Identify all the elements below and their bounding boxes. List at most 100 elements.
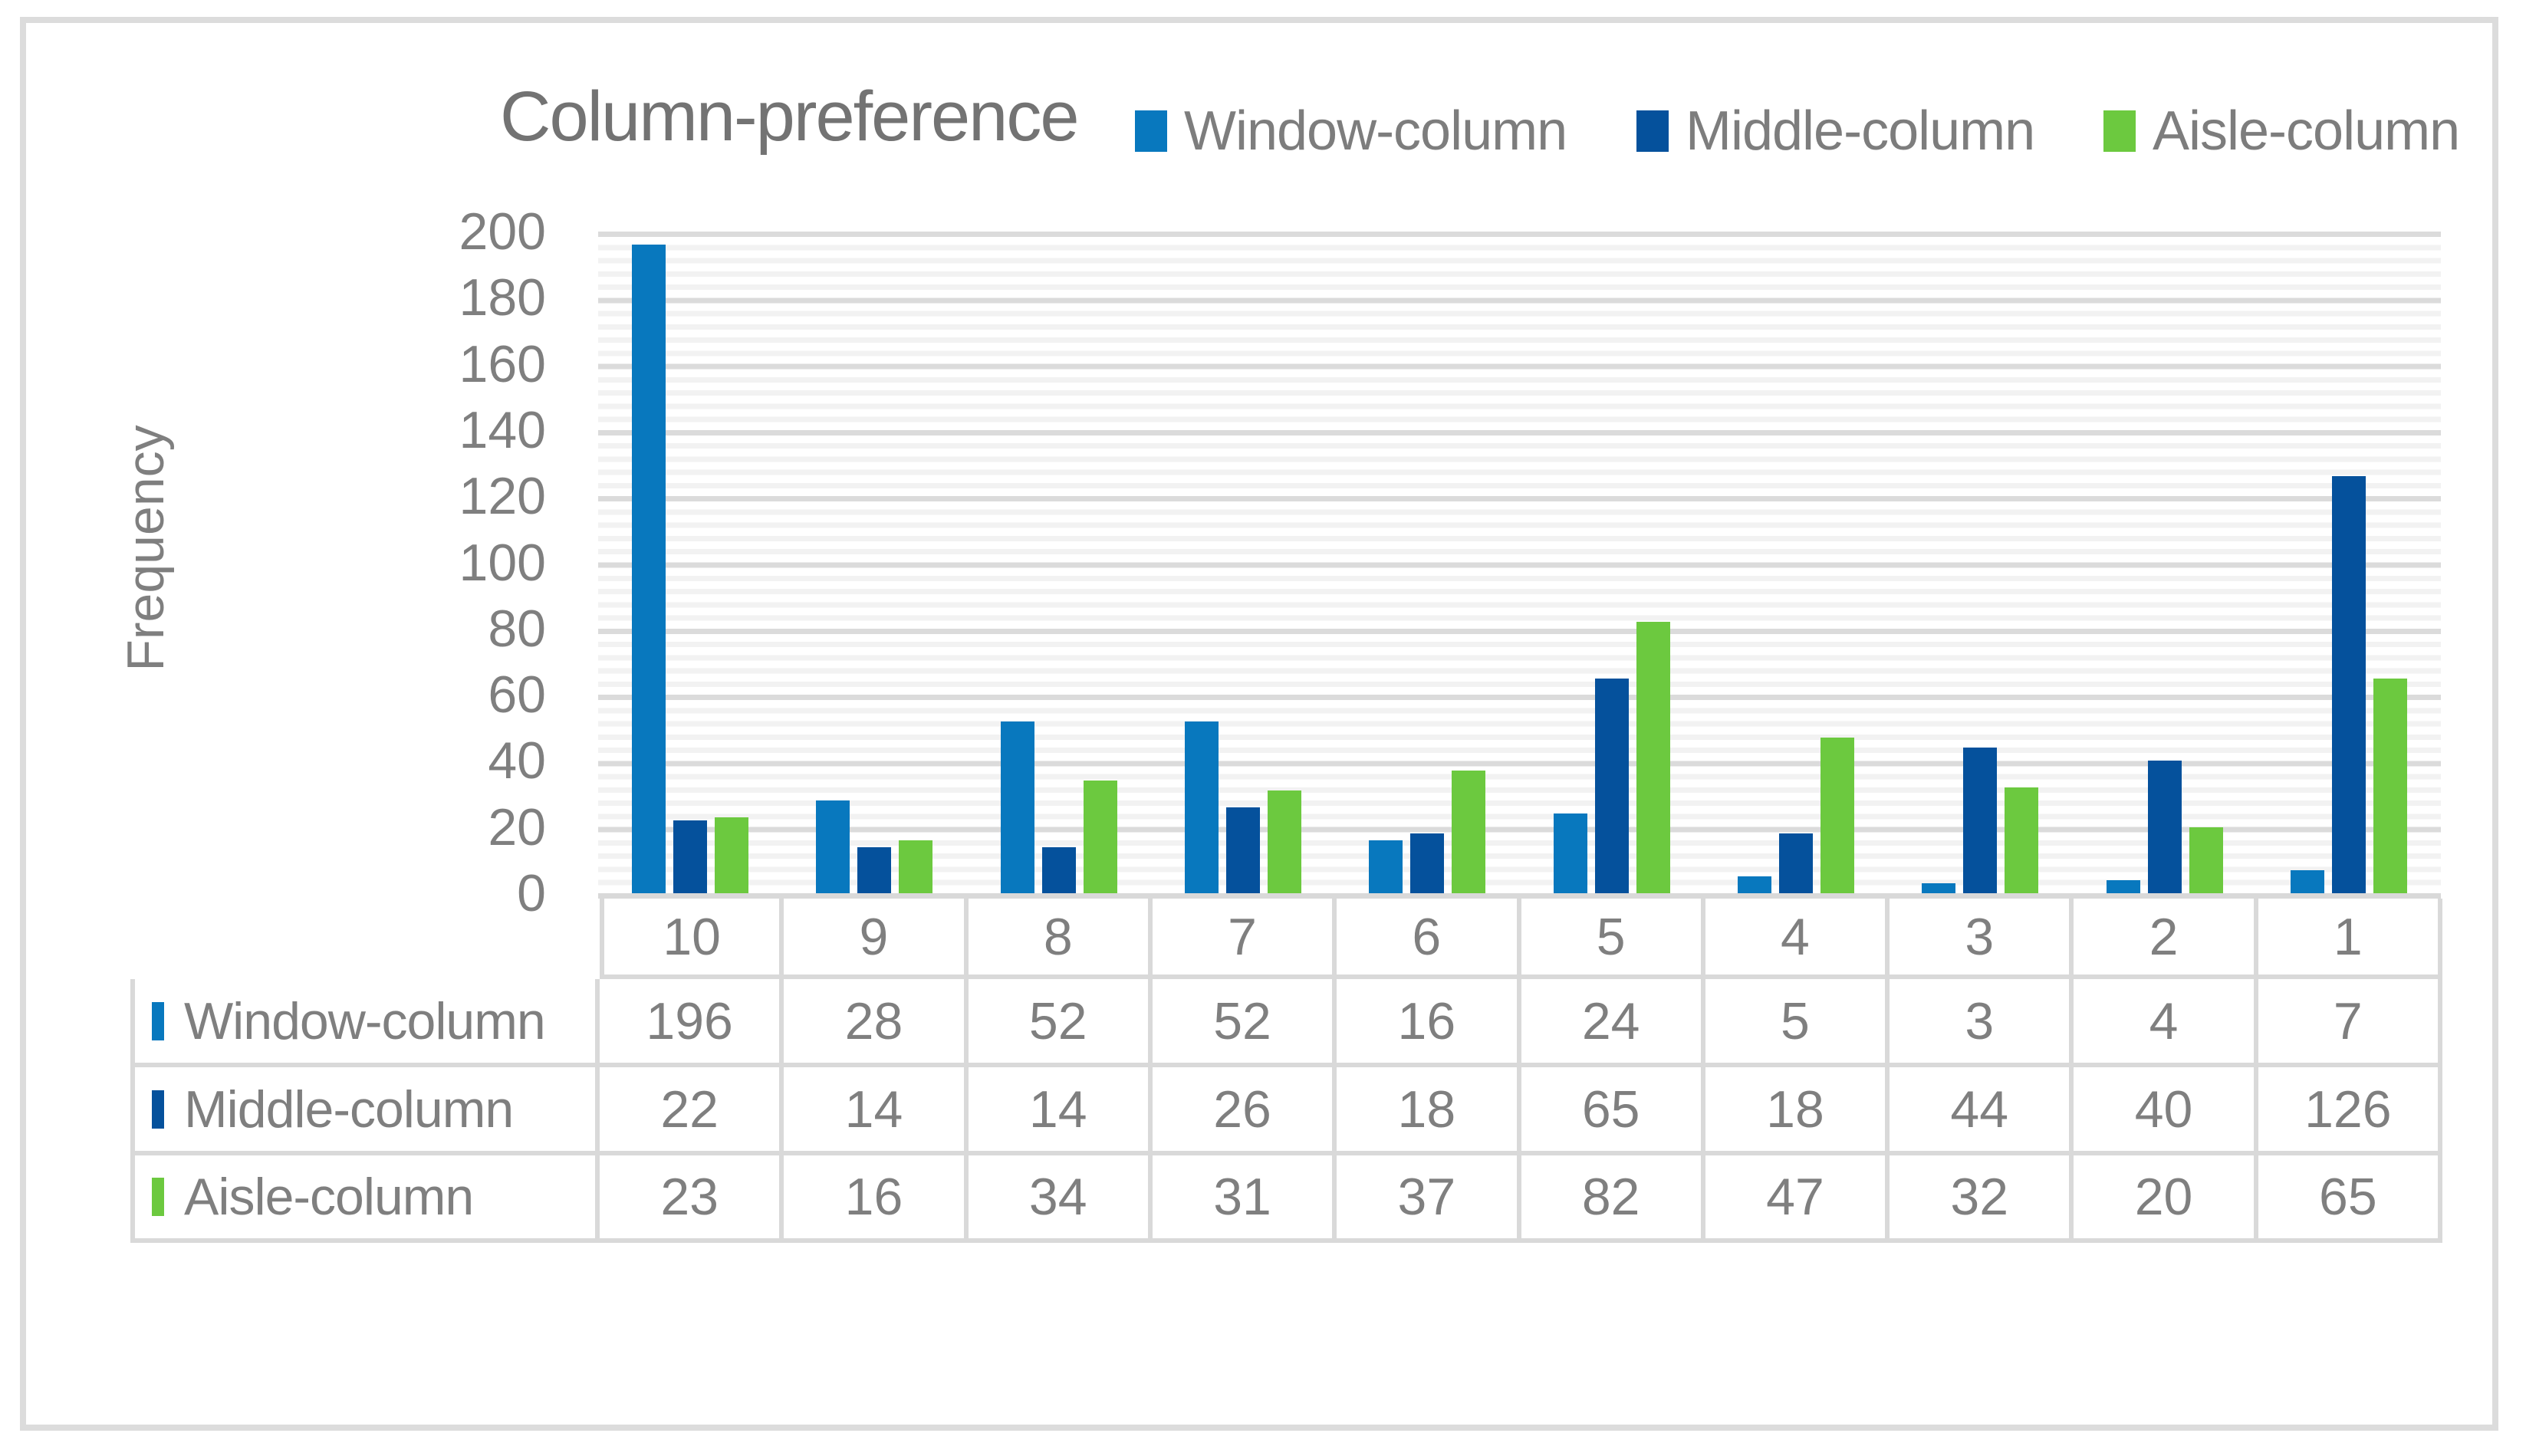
bar-series-container: [598, 232, 2441, 893]
legend-item-aisle-column: Aisle-column: [2103, 100, 2460, 162]
bar-window-column-cat5: [1553, 813, 1587, 893]
table-value-window-column-cat3: 3: [1890, 979, 2074, 1067]
y-tick-label: 60: [488, 666, 546, 725]
y-axis-title: Frequency: [117, 425, 175, 672]
bar-window-column-cat9: [816, 800, 850, 893]
bar-middle-column-cat2: [2147, 761, 2182, 893]
y-tick-label: 80: [488, 599, 546, 658]
bar-group-7: [1151, 232, 1335, 893]
data-table: 10 9 8 7 6 5 4 3 2 1 Window-column 196 28 52 52 16 24 5 3 4…: [130, 899, 2442, 1243]
table-value-aisle-column-cat4: 47: [1705, 1155, 1890, 1243]
table-value-middle-column-cat9: 14: [784, 1067, 969, 1155]
bar-window-column-cat3: [1922, 883, 1956, 893]
bar-aisle-column-cat6: [1452, 771, 1486, 893]
table-value-aisle-column-cat1: 65: [2258, 1155, 2442, 1243]
table-value-aisle-column-cat10: 23: [600, 1155, 784, 1243]
bar-group-8: [967, 232, 1151, 893]
category-header-5: 5: [1521, 899, 1705, 979]
table-value-middle-column-cat5: 65: [1521, 1067, 1705, 1155]
table-value-aisle-column-cat6: 37: [1337, 1155, 1521, 1243]
table-corner-cell: [130, 899, 600, 979]
y-tick-label: 200: [459, 202, 546, 261]
bar-group-5: [1519, 232, 1703, 893]
y-tick-label: 180: [459, 268, 546, 327]
bar-aisle-column-cat5: [1636, 622, 1670, 893]
bar-middle-column-cat8: [1041, 847, 1076, 893]
table-key-swatch-icon: [152, 1178, 164, 1216]
table-row-label-text: Aisle-column: [184, 1168, 474, 1226]
legend-swatch-icon: [1135, 110, 1167, 152]
legend-swatch-icon: [2103, 110, 2136, 152]
bar-group-3: [1888, 232, 2072, 893]
bar-middle-column-cat9: [857, 847, 892, 893]
table-value-window-column-cat7: 52: [1152, 979, 1337, 1067]
legend-label: Aisle-column: [2153, 100, 2460, 162]
bar-group-10: [598, 232, 782, 893]
bar-aisle-column-cat2: [2189, 827, 2223, 893]
table-value-window-column-cat2: 4: [2074, 979, 2258, 1067]
bar-aisle-column-cat9: [899, 840, 933, 893]
bar-middle-column-cat6: [1410, 833, 1445, 893]
table-value-window-column-cat4: 5: [1705, 979, 1890, 1067]
table-value-window-column-cat9: 28: [784, 979, 969, 1067]
table-value-window-column-cat5: 24: [1521, 979, 1705, 1067]
table-row-label-text: Middle-column: [184, 1080, 514, 1139]
table-value-window-column-cat8: 52: [968, 979, 1153, 1067]
bar-group-2: [2072, 232, 2256, 893]
bar-window-column-cat8: [1000, 721, 1034, 893]
table-value-middle-column-cat1: 126: [2258, 1067, 2442, 1155]
y-tick-label: 120: [459, 467, 546, 526]
bar-aisle-column-cat8: [1083, 781, 1117, 893]
table-value-middle-column-cat10: 22: [600, 1067, 784, 1155]
legend-swatch-icon: [1636, 110, 1669, 152]
table-value-aisle-column-cat2: 20: [2074, 1155, 2258, 1243]
bar-middle-column-cat4: [1778, 833, 1813, 893]
bar-group-4: [1704, 232, 1888, 893]
category-header-9: 9: [784, 899, 969, 979]
table-value-aisle-column-cat9: 16: [784, 1155, 969, 1243]
bar-middle-column-cat3: [1963, 748, 1998, 893]
table-key-swatch-icon: [152, 1090, 164, 1129]
table-value-middle-column-cat3: 44: [1890, 1067, 2074, 1155]
bar-window-column-cat1: [2290, 870, 2324, 893]
category-header-6: 6: [1337, 899, 1521, 979]
table-value-aisle-column-cat8: 34: [968, 1155, 1153, 1243]
category-header-7: 7: [1152, 899, 1337, 979]
legend-item-middle-column: Middle-column: [1636, 100, 2035, 162]
bar-window-column-cat7: [1185, 721, 1219, 893]
table-value-window-column-cat1: 7: [2258, 979, 2442, 1067]
table-value-middle-column-cat6: 18: [1337, 1067, 1521, 1155]
bar-window-column-cat6: [1369, 840, 1403, 893]
bar-middle-column-cat1: [2331, 476, 2366, 893]
category-header-10: 10: [600, 899, 784, 979]
table-value-aisle-column-cat5: 82: [1521, 1155, 1705, 1243]
table-row-label-aisle-column: Aisle-column: [130, 1155, 600, 1243]
category-header-8: 8: [968, 899, 1153, 979]
table-value-aisle-column-cat3: 32: [1890, 1155, 2074, 1243]
table-value-middle-column-cat4: 18: [1705, 1067, 1890, 1155]
table-value-aisle-column-cat7: 31: [1152, 1155, 1337, 1243]
category-header-1: 1: [2258, 899, 2442, 979]
y-tick-label: 40: [488, 731, 546, 790]
table-value-middle-column-cat2: 40: [2074, 1067, 2258, 1155]
table-value-middle-column-cat8: 14: [968, 1067, 1153, 1155]
chart-title: Column-preference: [500, 77, 1079, 156]
y-tick-label: 100: [459, 533, 546, 592]
table-row-label-text: Window-column: [184, 991, 546, 1050]
y-tick-label: 0: [517, 864, 546, 922]
table-value-window-column-cat10: 196: [600, 979, 784, 1067]
y-tick-label: 20: [488, 797, 546, 856]
bar-aisle-column-cat7: [1268, 790, 1302, 893]
category-header-4: 4: [1705, 899, 1890, 979]
table-value-window-column-cat6: 16: [1337, 979, 1521, 1067]
bar-middle-column-cat5: [1594, 679, 1629, 893]
table-row-label-middle-column: Middle-column: [130, 1067, 600, 1155]
bar-middle-column-cat10: [673, 820, 708, 893]
legend-label: Middle-column: [1686, 100, 2035, 162]
y-tick-label: 160: [459, 334, 546, 393]
bar-window-column-cat10: [632, 245, 666, 893]
bar-group-9: [782, 232, 966, 893]
bar-middle-column-cat7: [1226, 807, 1261, 893]
y-tick-label: 140: [459, 400, 546, 459]
